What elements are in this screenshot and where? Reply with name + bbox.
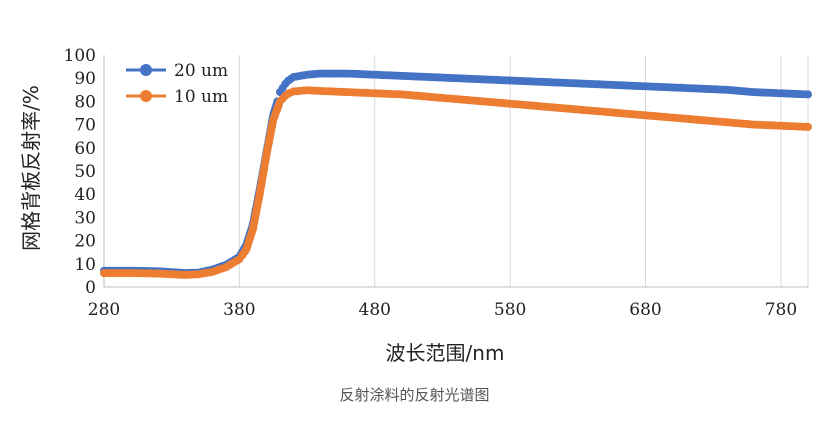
y-tick-label-8: 80 [74,92,96,112]
y-tick-labels: 0 10 20 30 40 50 60 70 80 90 100 [64,46,96,298]
y-tick-label-4: 40 [74,185,96,205]
legend-label-1: 10 um [174,87,228,107]
y-tick-label-6: 60 [74,139,96,159]
x-tick-label-4: 680 [629,300,661,320]
axes [103,55,808,288]
y-tick-label-10: 100 [64,46,96,66]
y-tick-label-2: 20 [74,232,96,252]
legend-label-0: 20 um [174,61,228,81]
legend-item-1: 10 um [126,87,228,107]
x-tick-label-2: 480 [359,300,391,320]
legend-item-0: 20 um [126,61,228,81]
x-tick-label-0: 280 [88,300,120,320]
legend-swatch-marker-0 [140,64,152,76]
x-tick-labels: 280 380 480 580 680 780 [88,300,797,320]
y-tick-label-1: 10 [74,255,96,275]
x-axis-title: 波长范围/nm [386,341,505,365]
series-0-marker [804,90,812,99]
legend: 20 um 10 um [126,61,228,107]
x-tick-label-1: 380 [223,300,255,320]
y-tick-label-5: 50 [74,162,96,182]
series-1 [100,86,812,279]
data-series [100,69,812,279]
y-tick-label-9: 90 [74,69,96,89]
series-1-marker [275,100,283,109]
y-axis-title: 网格背板反射率/% [19,85,43,251]
y-tick-label-3: 30 [74,208,96,228]
y-tick-label-0: 0 [85,278,96,298]
reflectance-chart: 0 10 20 30 40 50 60 70 80 90 100 280 380 480 580 680 78… [19,46,812,365]
y-tick-label-7: 70 [74,116,96,136]
series-1-marker [804,122,812,131]
x-tick-label-3: 580 [494,300,526,320]
figure-caption: 反射涂料的反射光谱图 [339,386,490,404]
legend-swatch-marker-1 [140,90,152,102]
x-tick-label-5: 780 [765,300,797,320]
